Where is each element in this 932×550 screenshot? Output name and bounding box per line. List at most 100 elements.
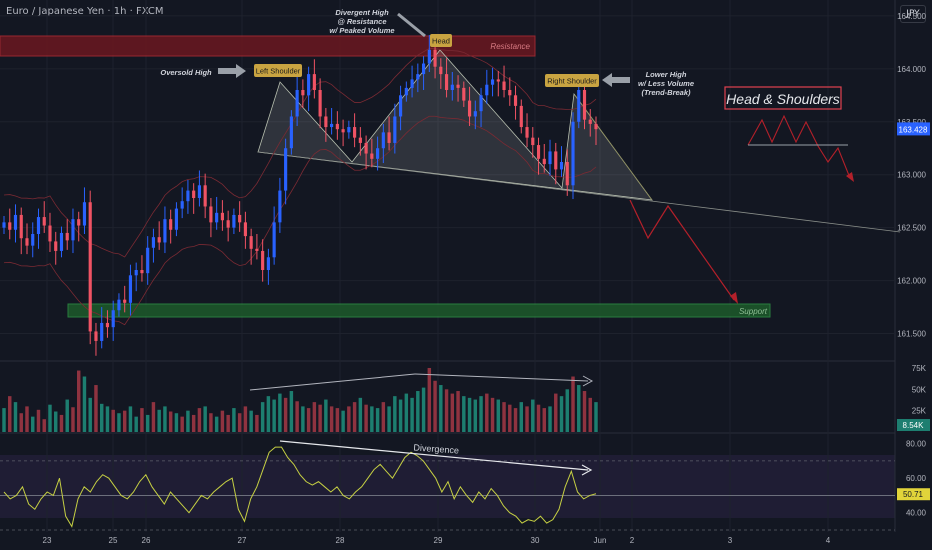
pattern-title: Head & Shoulders [726,91,840,107]
volume-bar [312,402,317,432]
volume-bar [439,385,443,432]
candle-body [450,84,454,90]
volume-bar [548,406,552,432]
volume-bar [209,413,213,432]
left-shoulder-box [254,64,302,77]
volume-bar [283,397,288,432]
candle-body [410,79,414,88]
price-tick: 163.500 [897,118,926,127]
price-tick: 162.000 [897,277,926,286]
volume-bar [289,391,294,432]
volume-bar [393,396,397,432]
volume-bar [105,406,110,432]
candle-body [111,310,115,328]
candle-body [65,232,69,241]
lower-high-arrow [602,73,630,87]
volume-tick: 75K [912,364,927,373]
volume-bar [502,402,506,432]
grid [0,0,896,532]
candle-body [376,148,380,159]
time-axis: 23 25 26 27 28 29 30 Jun 2 3 4 [43,536,831,545]
candle-body [146,247,150,274]
annotation-peaked-volume: w/ Peaked Volume [329,26,394,35]
volume-bar [485,393,489,432]
rsi-last-box [897,488,930,501]
volume-bar [36,409,41,432]
volume-bar [295,401,299,432]
candle-body [226,220,230,228]
time-tick: 25 [109,536,118,545]
candle-body [519,105,523,128]
rsi-tick: 40.00 [906,509,927,518]
price-tick: 163.000 [897,171,926,180]
candle-body [370,153,374,159]
candle-body [324,116,328,128]
volume-bar [410,397,414,432]
candle-body [364,142,368,154]
price-axis: 164.500 164.000 163.500 163.000 162.500 162.0… [897,12,930,518]
candle-body [318,90,322,117]
candle-body [456,84,460,88]
volume-bar [301,406,305,432]
last-price-label: 163.428 [899,125,928,134]
volume-bar [278,393,282,432]
volume-bar [536,404,541,432]
volume-bar [490,397,495,432]
candle-body [542,158,546,165]
rsi-band [0,455,895,518]
volume-bar [191,414,196,432]
projection-path [629,199,735,301]
volume-bar [571,376,575,432]
right-shoulder-label: Right Shoulder [547,77,597,86]
candle-body [554,151,558,170]
time-tick: 30 [531,536,540,545]
volume-bar [496,399,501,432]
volume-bar [370,406,374,432]
candle-body [8,222,12,230]
currency-button[interactable]: JPY [900,5,926,23]
candle-body [128,275,133,303]
volume-bar [542,408,546,432]
volume-tick: 25K [912,407,927,416]
candle-body [404,87,408,96]
volume-bar [19,413,23,432]
candle-body [536,145,541,159]
candle-body [140,270,144,274]
volume-bar [329,406,334,432]
candle-body [353,127,357,138]
head-label-box [430,34,452,47]
volume-bar [467,397,472,432]
price-tick: 161.500 [897,330,926,339]
annotation-divergent-high: Divergent High [335,8,389,17]
candle-body [100,322,104,341]
volume-tick: 50K [912,385,927,394]
head-label: Head [432,37,450,46]
time-tick: 27 [238,536,247,545]
volume-arrow [582,375,594,387]
volume-bar [352,402,357,432]
rsi-panel [0,446,895,531]
volume-bar [214,416,219,432]
volume-bar [180,416,184,432]
candle-body [473,111,477,117]
volume-bar [163,406,167,432]
annotation-trend-break: (Trend-Break) [641,88,691,97]
candle-body [174,208,179,230]
rsi-tick: 80.00 [906,440,927,449]
oversold-arrow [218,64,246,78]
volume-bar [559,396,564,432]
rsi-divergence-label: Divergence [413,442,459,455]
candle-body [36,217,41,234]
volume-bar [416,391,420,432]
candle-body [502,81,506,90]
candle-body [531,137,535,146]
volume-bar [324,399,328,432]
volume-bar [531,399,535,432]
candle-body [330,123,334,128]
candle-body [238,214,242,223]
volume-bar [582,391,587,432]
volume-bar [335,408,340,432]
time-tick: 29 [434,536,443,545]
volume-bar [99,403,104,432]
volume-bar [260,402,265,432]
